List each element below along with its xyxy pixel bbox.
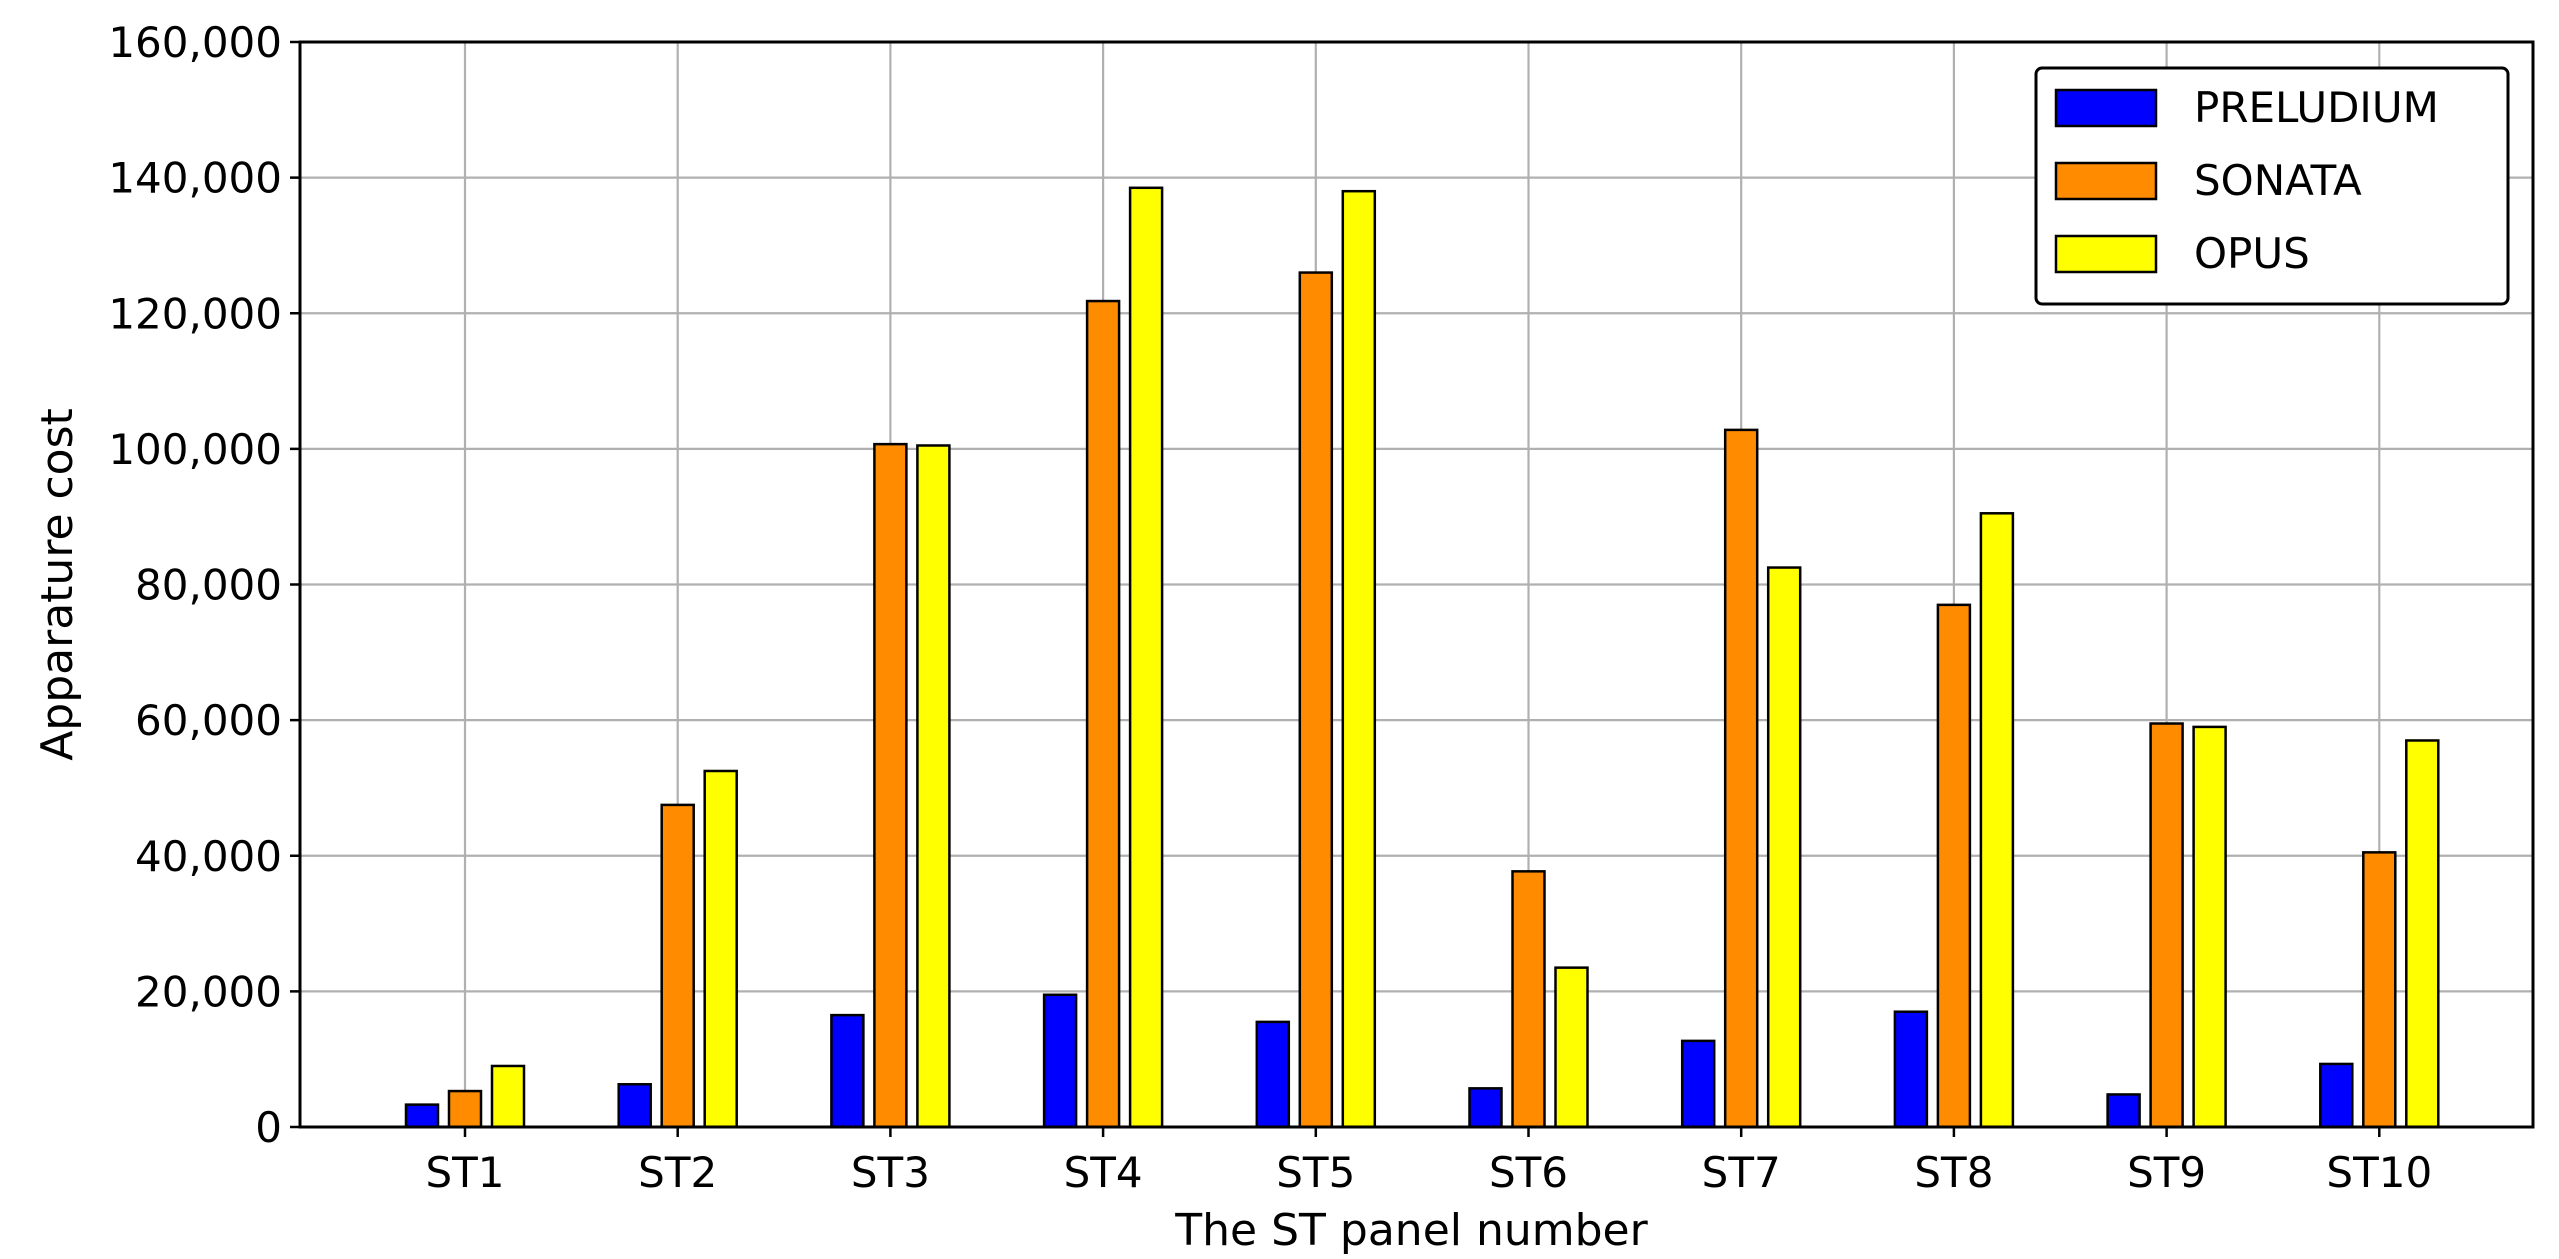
y-axis-ticks: 0 20,000 40,000 60,000 80,000 100,000 120,000 1… (108, 18, 300, 1152)
y-tick-label: 60,000 (135, 696, 282, 745)
bar-preludium-st1 (404, 1103, 440, 1129)
y-tick-label: 160,000 (108, 18, 282, 67)
bar-preludium-st5 (1255, 1020, 1291, 1129)
legend-swatch-sonata (2054, 161, 2158, 201)
bar-opus-st6 (1554, 966, 1589, 1129)
bar-preludium-st10 (2319, 1062, 2354, 1129)
bar-preludium-st6 (1468, 1087, 1503, 1129)
legend-swatch-preludium (2054, 88, 2158, 128)
x-tick-label: ST8 (1914, 1148, 1993, 1197)
y-axis-label: Apparature cost (32, 408, 83, 761)
bar-sonata-st1 (447, 1089, 483, 1129)
bar-preludium-st4 (1042, 993, 1078, 1129)
legend-label-opus: OPUS (2194, 229, 2310, 278)
bar-preludium-st7 (1680, 1039, 1716, 1129)
bar-opus-st3 (916, 444, 951, 1129)
bar-opus-st2 (703, 769, 738, 1129)
y-tick-label: 80,000 (135, 561, 282, 610)
bar-sonata-st4 (1085, 299, 1121, 1129)
bar-sonata-st8 (1936, 603, 1972, 1129)
y-tick-label: 0 (255, 1103, 282, 1152)
y-tick-label: 140,000 (108, 154, 282, 203)
y-tick-label: 20,000 (135, 967, 282, 1016)
bar-opus-st8 (1979, 512, 2015, 1129)
x-tick-label: ST2 (638, 1148, 717, 1197)
bar-preludium-st8 (1893, 1010, 1929, 1129)
x-tick-label: ST7 (1702, 1148, 1781, 1197)
legend-swatch-opus (2054, 234, 2158, 274)
legend-label-sonata: SONATA (2194, 156, 2362, 205)
bar-sonata-st10 (2362, 851, 2397, 1129)
y-tick-label: 40,000 (135, 832, 282, 881)
bar-sonata-st7 (1723, 428, 1759, 1129)
legend-label-preludium: PRELUDIUM (2194, 83, 2439, 132)
bar-sonata-st3 (873, 442, 908, 1129)
bar-preludium-st9 (2106, 1093, 2141, 1129)
bar-opus-st9 (2192, 725, 2227, 1129)
bar-preludium-st2 (617, 1083, 652, 1129)
y-tick-label: 120,000 (108, 289, 282, 338)
bar-opus-st1 (490, 1064, 526, 1129)
x-tick-label: ST4 (1064, 1148, 1143, 1197)
bar-sonata-st5 (1298, 271, 1334, 1129)
legend: PRELUDIUM SONATA OPUS (2034, 66, 2510, 306)
y-tick-label: 100,000 (108, 425, 282, 474)
x-tick-label: ST6 (1489, 1148, 1568, 1197)
bar-sonata-st9 (2149, 722, 2184, 1129)
x-axis-ticks: ST1 ST2 ST3 ST4 ST5 ST6 ST7 ST8 ST9 ST10 (425, 1127, 2432, 1197)
x-tick-label: ST5 (1276, 1148, 1355, 1197)
bar-opus-st4 (1128, 186, 1164, 1129)
x-axis-label: The ST panel number (1174, 1205, 1648, 1256)
bar-opus-st10 (2405, 739, 2440, 1129)
x-tick-label: ST3 (851, 1148, 930, 1197)
bar-sonata-st6 (1511, 870, 1546, 1129)
bar-sonata-st2 (660, 803, 695, 1129)
x-tick-label: ST9 (2127, 1148, 2206, 1197)
x-tick-label: ST1 (425, 1148, 504, 1197)
bars (404, 186, 2440, 1129)
x-tick-label: ST10 (2326, 1148, 2432, 1197)
bar-preludium-st3 (830, 1013, 865, 1129)
bar-opus-st5 (1341, 189, 1377, 1129)
bar-opus-st7 (1766, 566, 1802, 1129)
